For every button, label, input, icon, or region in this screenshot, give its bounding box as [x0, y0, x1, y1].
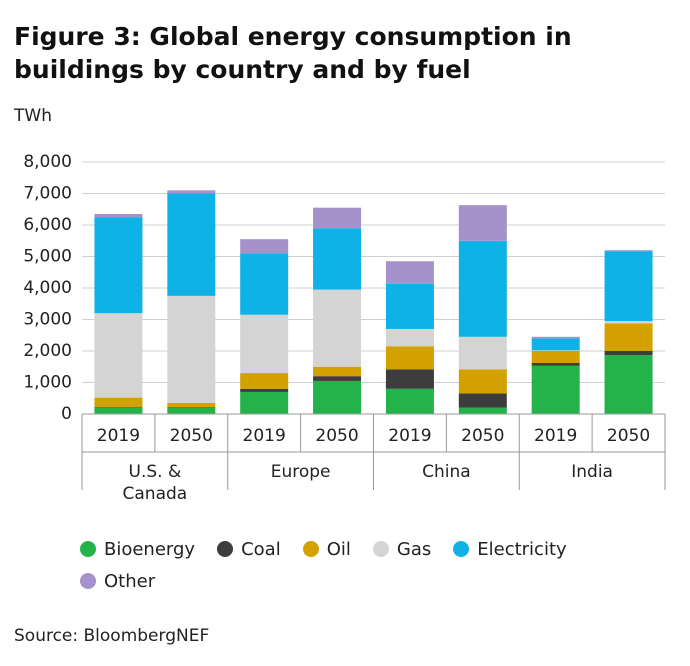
group-label: China: [422, 462, 471, 482]
bar-segment: [385, 283, 434, 329]
bar-segment: [604, 321, 653, 324]
x-tick-label: 2019: [388, 426, 431, 446]
x-tick-label: 2019: [534, 426, 577, 446]
bar-segment: [458, 393, 507, 408]
y-tick-label: 8,000: [23, 152, 72, 172]
legend-swatch: [217, 541, 234, 557]
legend-item: Bioenergy: [80, 538, 195, 560]
bar-segment: [313, 380, 362, 414]
bar-segment: [167, 407, 216, 408]
x-tick-label: 2019: [243, 426, 286, 446]
bar-segment: [313, 376, 362, 381]
bar-segment: [94, 213, 143, 218]
bar-segment: [167, 193, 216, 296]
group-label: U.S. & Canada: [122, 462, 188, 504]
bar-segment: [531, 336, 580, 339]
bar-segment: [458, 369, 507, 394]
bar-segment: [167, 295, 216, 403]
legend-label: Electricity: [477, 538, 567, 560]
bar-segment: [385, 369, 434, 389]
bar-segment: [385, 328, 434, 347]
legend-item: Coal: [217, 538, 281, 560]
bar-segment: [531, 350, 580, 351]
bar-segment: [385, 346, 434, 370]
bar-segment: [167, 190, 216, 194]
chart-title: Figure 3: Global energy consumption in b…: [14, 22, 572, 84]
legend-label: Gas: [396, 538, 432, 560]
legend-item: Gas: [372, 538, 432, 560]
bar-segment: [313, 207, 362, 229]
legend-item: Oil: [302, 538, 351, 560]
bar-segment: [604, 351, 653, 356]
bar-segment: [313, 289, 362, 367]
y-tick-label: 2,000: [23, 341, 72, 361]
legend-label: Coal: [241, 538, 281, 560]
bar-segment: [167, 407, 216, 414]
legend-swatch: [80, 541, 96, 557]
x-tick-label: 2050: [607, 426, 650, 446]
bar-segment: [240, 373, 289, 389]
legend-label: Other: [104, 570, 156, 592]
bar-segment: [240, 239, 289, 254]
legend-label: Bioenergy: [104, 538, 196, 560]
y-tick-label: 5,000: [23, 247, 72, 267]
bar-segment: [604, 251, 653, 322]
legend-swatch: [302, 541, 319, 557]
bar-segment: [240, 388, 289, 392]
x-tick-label: 2050: [461, 426, 504, 446]
legend-swatch: [372, 541, 389, 557]
bar-segment: [94, 313, 143, 398]
y-axis-label: TWh: [14, 106, 52, 126]
y-tick-label: 4,000: [23, 278, 72, 298]
y-tick-label: 7,000: [23, 184, 72, 204]
bar-segment: [458, 407, 507, 414]
bar-segment: [313, 366, 362, 377]
bar-segment: [385, 388, 434, 414]
bar-segment: [531, 338, 580, 351]
x-tick-label: 2019: [97, 426, 140, 446]
source: Source: BloombergNEF: [14, 626, 210, 646]
legend-swatch: [453, 541, 470, 557]
bar-segment: [458, 336, 507, 370]
bar-segment: [240, 391, 289, 414]
bar-segment: [458, 240, 507, 337]
legend: Bioenergy Coal Oil Gas Electricity Other: [80, 538, 640, 592]
x-tick-label: 2050: [170, 426, 213, 446]
bar-segment: [240, 253, 289, 315]
bar-segment: [531, 351, 580, 363]
legend-item: Electricity: [453, 538, 567, 560]
bar-segment: [531, 362, 580, 366]
x-tick-label: 2050: [315, 426, 358, 446]
bar-segment: [94, 407, 143, 408]
bar-segment: [385, 261, 434, 284]
bar-segment: [604, 355, 653, 414]
bar-segment: [458, 205, 507, 241]
bar-segment: [313, 228, 362, 290]
bar-segment: [94, 397, 143, 408]
y-tick-label: 1,000: [23, 373, 72, 393]
bar-segment: [167, 402, 216, 408]
legend-label: Oil: [326, 538, 351, 560]
bar-segment: [604, 323, 653, 351]
group-label: Europe: [270, 462, 331, 482]
bar-segment: [94, 217, 143, 314]
y-tick-label: 6,000: [23, 215, 72, 235]
y-tick-label: 0: [61, 404, 72, 424]
legend-swatch: [80, 573, 96, 589]
y-tick-label: 3,000: [23, 310, 72, 330]
bar-segment: [94, 407, 143, 414]
bar-segment: [240, 314, 289, 374]
bar-segment: [604, 250, 653, 252]
legend-item: Other: [80, 570, 155, 592]
group-label: India: [571, 462, 613, 482]
bar-segment: [531, 365, 580, 414]
